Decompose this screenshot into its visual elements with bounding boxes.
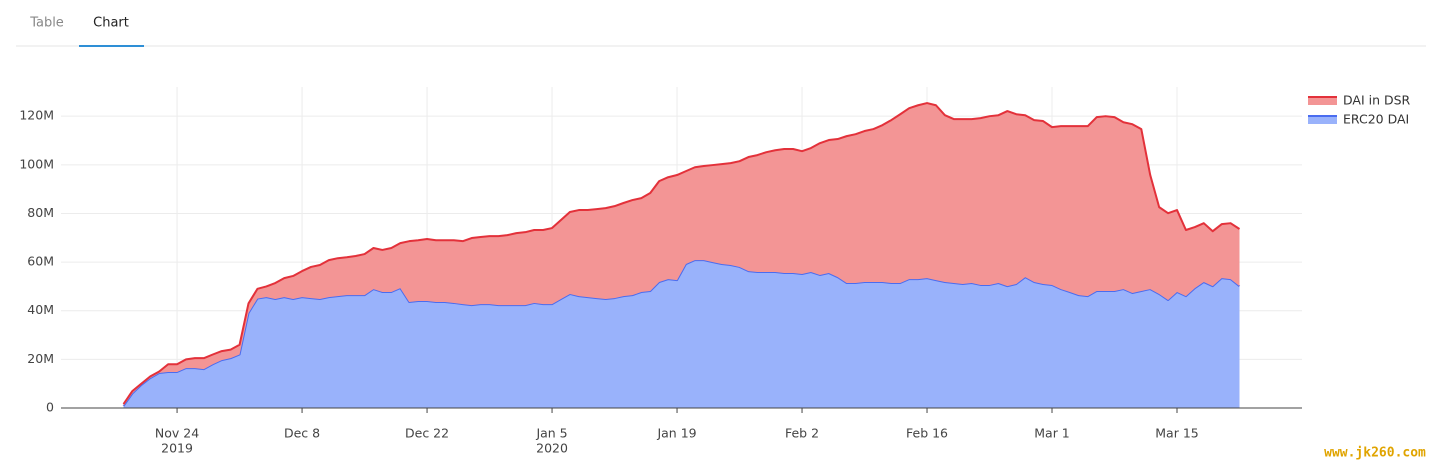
tab-active[interactable]: Chart [93, 16, 129, 31]
tab[interactable]: Table [29, 16, 64, 31]
y-tick-label: 0 [46, 400, 54, 415]
y-tick-label: 20M [27, 351, 54, 366]
x-tick-label: Mar 15 [1155, 426, 1198, 441]
legend-swatch [1308, 116, 1337, 124]
x-tick-label: Feb 16 [906, 426, 948, 441]
watermark: www.jk260.com [1324, 446, 1426, 461]
area-line [122, 102, 1241, 405]
area [123, 103, 1240, 407]
plot [122, 102, 1241, 408]
legend: DAI in DSR ERC20 DAI [1308, 93, 1411, 127]
legend-swatch [1308, 97, 1337, 105]
y-tick-label: 120M [19, 108, 54, 123]
y-tick-label: 40M [27, 302, 54, 317]
x-tick-label: Nov 24 [155, 426, 199, 441]
x-tick-label: Jan 19 [656, 426, 696, 441]
x-tick-label: Mar 1 [1034, 426, 1070, 441]
legend-label: DAI in DSR [1343, 93, 1411, 108]
legend-label: ERC20 DAI [1343, 112, 1409, 127]
x-tick-label: Dec 22 [405, 426, 449, 441]
x-tick-label: Feb 2 [785, 426, 819, 441]
x-tick-label: Dec 8 [284, 426, 320, 441]
y-tick-label: 100M [19, 156, 54, 171]
x-tick-label: Jan 5 [535, 426, 567, 441]
y-tick-label: 60M [27, 254, 54, 269]
x-tick-year: 2019 [161, 441, 193, 456]
area [123, 260, 1240, 408]
y-tick-label: 80M [27, 205, 54, 220]
x-tick-year: 2020 [536, 441, 568, 456]
